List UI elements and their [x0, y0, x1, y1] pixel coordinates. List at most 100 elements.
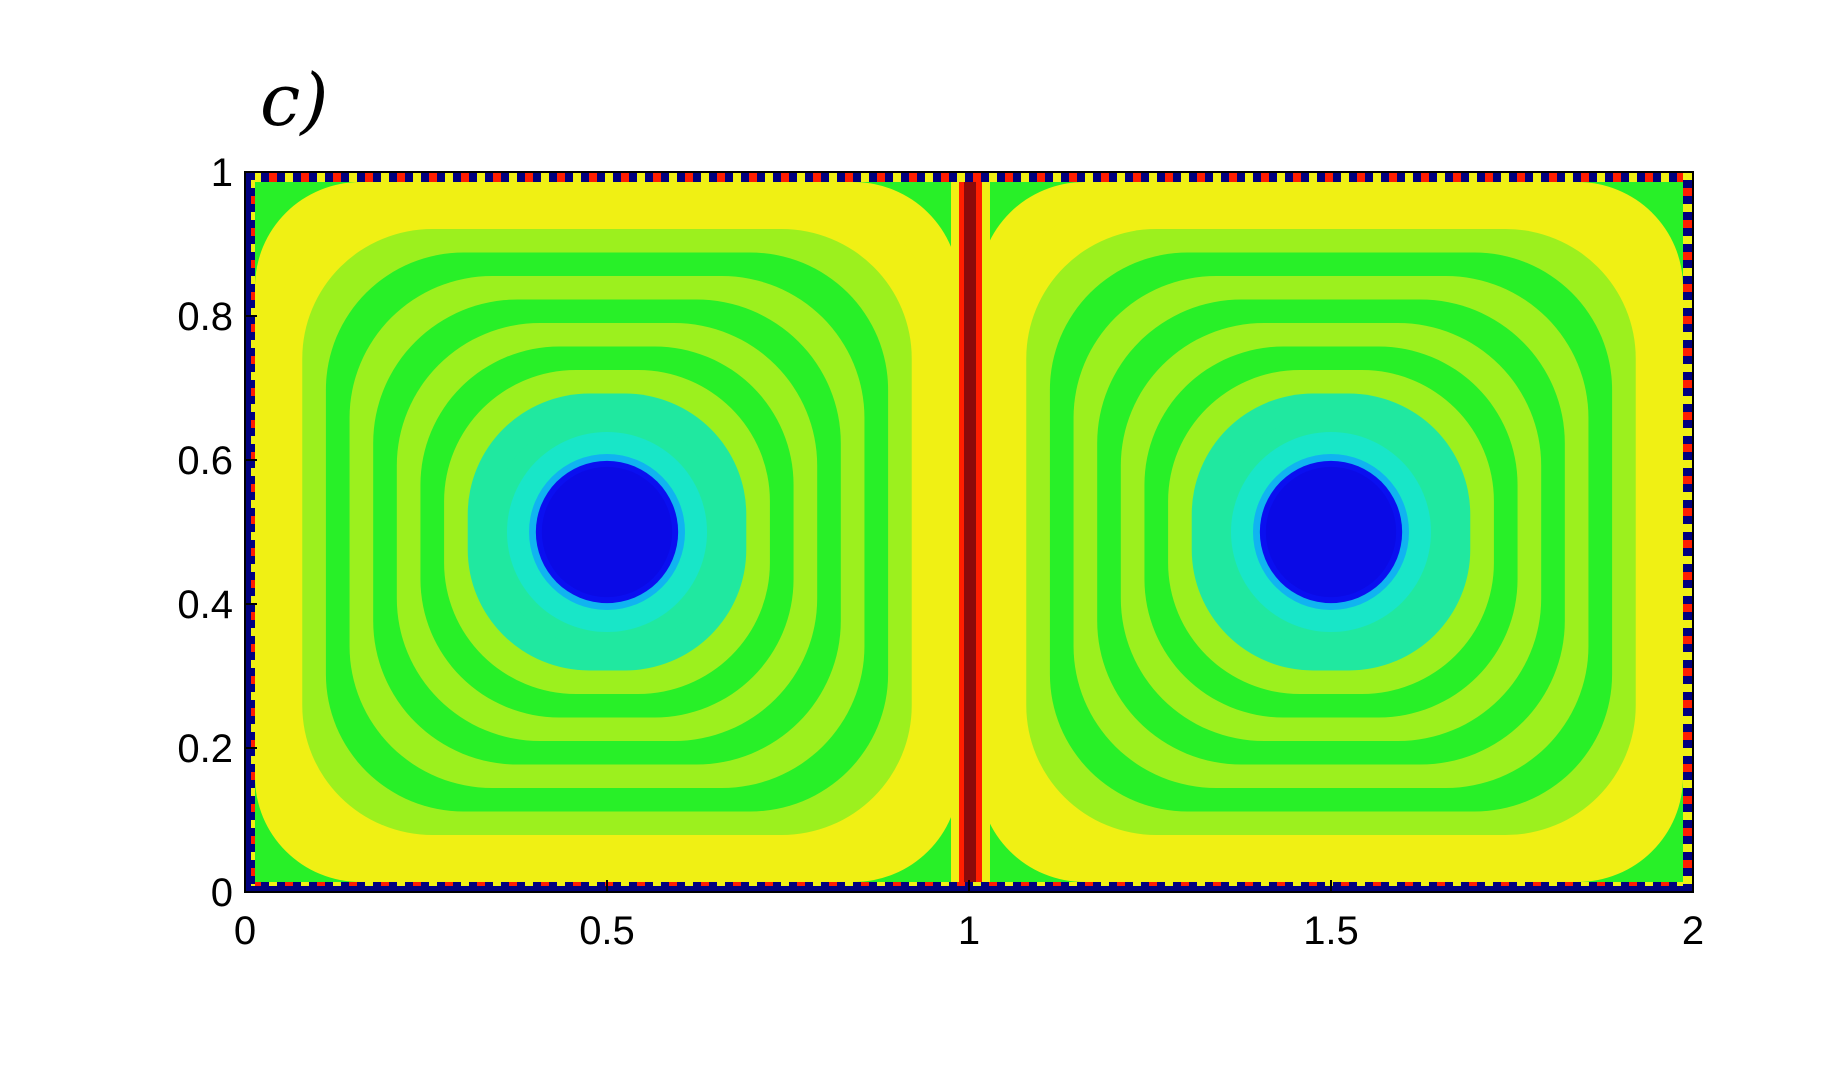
boundary-cell-right — [1683, 180, 1693, 188]
boundary-cell-top — [1005, 172, 1013, 182]
boundary-cell-top — [965, 172, 973, 182]
boundary-cell-top — [549, 172, 557, 182]
boundary-cell-right — [1683, 572, 1693, 580]
boundary-cell-right — [1683, 268, 1693, 276]
boundary-cell-top — [621, 172, 629, 182]
boundary-cell-top — [1317, 172, 1325, 182]
boundary-cell-top — [997, 172, 1005, 182]
boundary-cell-top — [517, 172, 525, 182]
boundary-cell-right — [1683, 236, 1693, 244]
boundary-cell-right — [1683, 412, 1693, 420]
boundary-cell-top — [1637, 172, 1645, 182]
boundary-cell-right — [1683, 828, 1693, 836]
boundary-cell-top — [917, 172, 925, 182]
boundary-cell-top — [1469, 172, 1477, 182]
boundary-cell-right — [1683, 252, 1693, 260]
boundary-cell-top — [661, 172, 669, 182]
boundary-cell-top — [1141, 172, 1149, 182]
boundary-cell-top — [469, 172, 477, 182]
boundary-cell-top — [741, 172, 749, 182]
boundary-cell-top — [365, 172, 373, 182]
boundary-cell-top — [797, 172, 805, 182]
boundary-cell-top — [1229, 172, 1237, 182]
boundary-cell-top — [389, 172, 397, 182]
wall-red-left — [959, 172, 965, 892]
boundary-cell-top — [989, 172, 997, 182]
boundary-cell-top — [1157, 172, 1165, 182]
boundary-cell-top — [1669, 172, 1677, 182]
boundary-cell-top — [1045, 172, 1053, 182]
wall-edge-right — [982, 172, 990, 892]
y-tick-label: 0.6 — [177, 439, 233, 483]
boundary-cell-top — [749, 172, 757, 182]
boundary-cell-top — [1573, 172, 1581, 182]
boundary-cell-right — [1683, 324, 1693, 332]
boundary-cell-right — [1683, 780, 1693, 788]
boundary-cell-right — [1683, 420, 1693, 428]
boundary-cell-right — [1683, 868, 1693, 876]
boundary-cell-top — [1453, 172, 1461, 182]
boundary-cell-right — [1683, 188, 1693, 196]
boundary-cell-top — [477, 172, 485, 182]
boundary-cell-right — [1683, 284, 1693, 292]
boundary-cell-right — [1683, 404, 1693, 412]
boundary-cell-right — [1683, 388, 1693, 396]
boundary-cell-top — [901, 172, 909, 182]
boundary-cell-right — [1683, 652, 1693, 660]
boundary-cell-right — [1683, 732, 1693, 740]
boundary-cell-top — [1205, 172, 1213, 182]
boundary-cell-top — [637, 172, 645, 182]
boundary-cell-right — [1683, 636, 1693, 644]
boundary-cell-right — [1683, 524, 1693, 532]
boundary-cell-top — [1053, 172, 1061, 182]
boundary-cell-top — [1557, 172, 1565, 182]
boundary-cell-top — [1253, 172, 1261, 182]
boundary-cell-right — [1683, 756, 1693, 764]
boundary-cell-right — [1683, 244, 1693, 252]
boundary-cell-top — [1589, 172, 1597, 182]
boundary-cell-top — [1517, 172, 1525, 182]
boundary-cell-top — [1197, 172, 1205, 182]
boundary-cell-top — [1405, 172, 1413, 182]
boundary-cell-right — [1683, 308, 1693, 316]
boundary-cell-top — [1021, 172, 1029, 182]
boundary-cell-top — [757, 172, 765, 182]
boundary-cell-right — [1683, 492, 1693, 500]
boundary-cell-top — [1549, 172, 1557, 182]
boundary-cell-top — [957, 172, 965, 182]
boundary-cell-right — [1683, 748, 1693, 756]
boundary-cell-top — [925, 172, 933, 182]
boundary-cell-right — [1683, 428, 1693, 436]
boundary-cell-top — [317, 172, 325, 182]
boundary-cell-top — [773, 172, 781, 182]
boundary-cell-top — [821, 172, 829, 182]
right-vortex-core — [1265, 466, 1397, 598]
boundary-cell-top — [421, 172, 429, 182]
boundary-cell-top — [653, 172, 661, 182]
boundary-cell-top — [437, 172, 445, 182]
boundary-cell-top — [781, 172, 789, 182]
boundary-cell-top — [805, 172, 813, 182]
boundary-cell-right — [1683, 556, 1693, 564]
x-axis: 0 0.5 1 1.5 2 — [234, 880, 1704, 953]
boundary-cell-top — [693, 172, 701, 182]
boundary-cell-right — [1683, 396, 1693, 404]
boundary-cell-right — [1683, 500, 1693, 508]
boundary-cell-top — [1597, 172, 1605, 182]
boundary-cell-top — [1117, 172, 1125, 182]
boundary-cell-top — [373, 172, 381, 182]
boundary-cell-top — [581, 172, 589, 182]
boundary-cell-top — [1037, 172, 1045, 182]
boundary-cell-top — [893, 172, 901, 182]
boundary-cell-top — [1357, 172, 1365, 182]
boundary-cell-top — [325, 172, 333, 182]
boundary-cell-top — [1493, 172, 1501, 182]
x-tick-label: 1 — [958, 909, 980, 953]
boundary-left-edge — [245, 172, 251, 892]
panel-label: c) — [260, 58, 328, 142]
boundary-cell-right — [1683, 596, 1693, 604]
boundary-cell-top — [1149, 172, 1157, 182]
y-tick-label: 0 — [211, 871, 233, 915]
boundary-cell-top — [533, 172, 541, 182]
boundary-cell-right — [1683, 740, 1693, 748]
